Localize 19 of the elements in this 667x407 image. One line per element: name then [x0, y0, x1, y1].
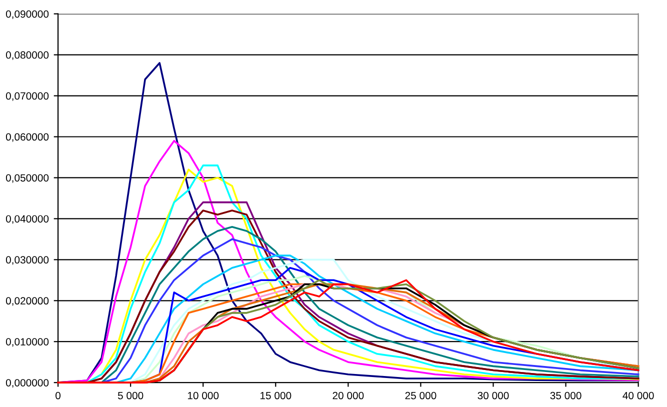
x-tick-label: 15 000 [260, 392, 292, 400]
y-tick-label: 0,070000 [6, 92, 49, 101]
y-tick-label: 0,000000 [6, 379, 49, 388]
y-tick-label: 0,060000 [6, 133, 49, 142]
x-tick-label: 40 000 [622, 392, 654, 400]
x-tick-label: 0 [56, 392, 61, 400]
y-tick-label: 0,030000 [6, 256, 49, 265]
y-tick-label: 0,020000 [6, 297, 49, 306]
y-tick-label: 0,010000 [6, 338, 49, 347]
x-tick-label: 30 000 [478, 392, 509, 400]
y-tick-label: 0,080000 [6, 51, 49, 60]
y-tick-label: 0,040000 [6, 215, 49, 224]
y-tick-label: 0,050000 [6, 174, 49, 183]
x-tick-label: 10 000 [188, 392, 219, 400]
x-tick-label: 35 000 [550, 392, 582, 400]
x-tick-label: 5 000 [118, 392, 144, 400]
y-tick-label: 0,090000 [6, 10, 49, 19]
x-tick-label: 25 000 [405, 392, 436, 400]
x-tick-label: 20 000 [332, 392, 364, 400]
